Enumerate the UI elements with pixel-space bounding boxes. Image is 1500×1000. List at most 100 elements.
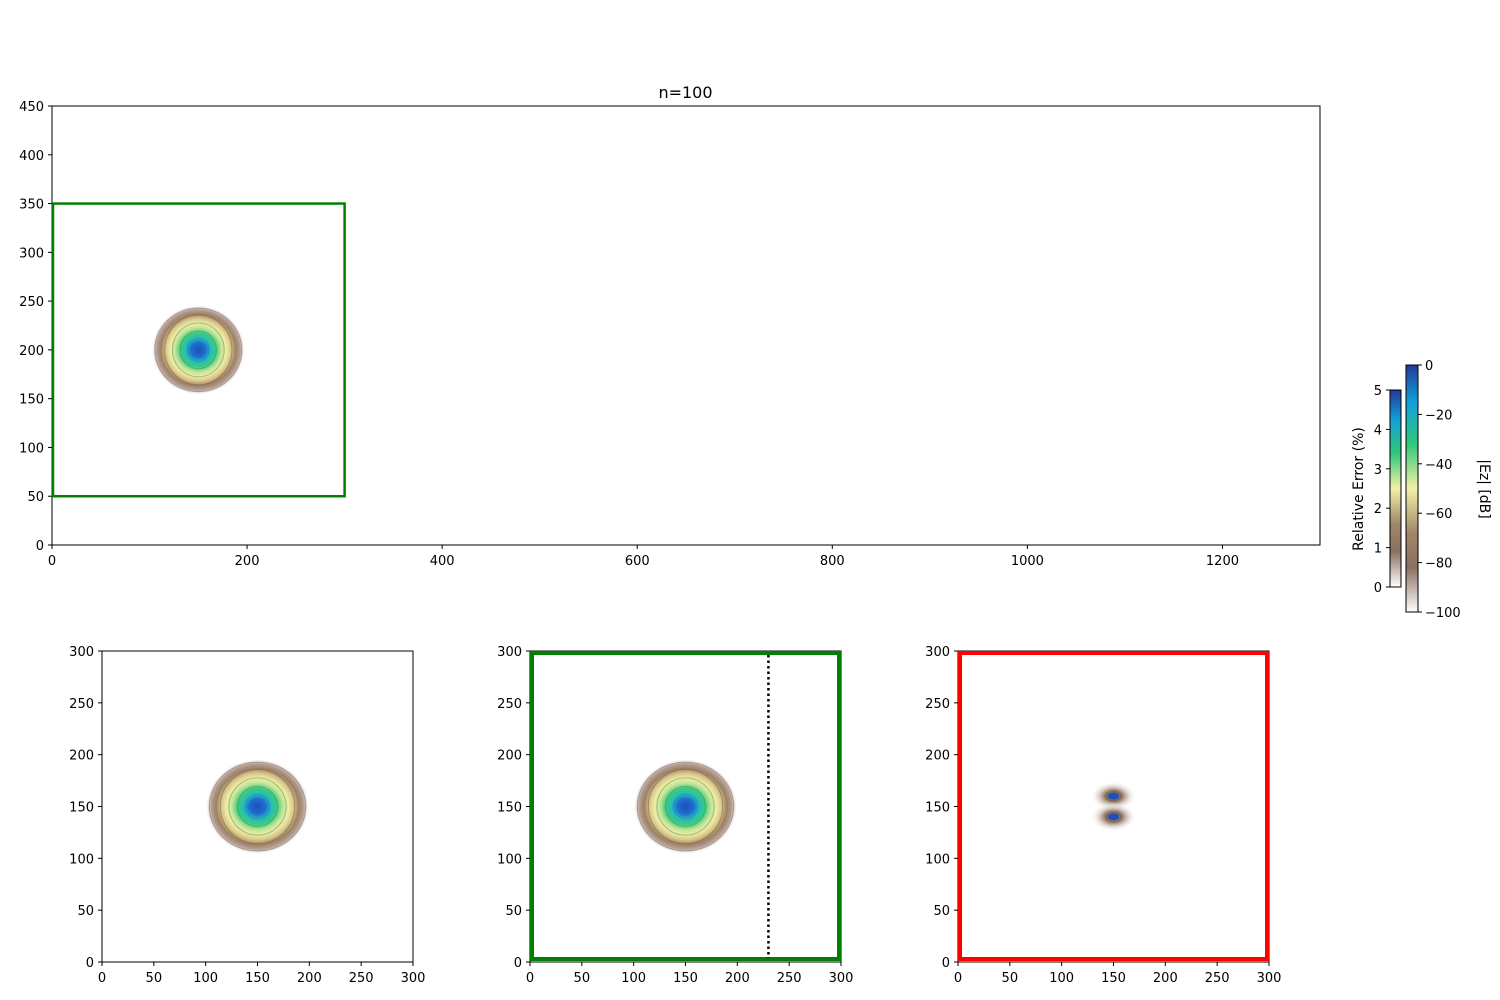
x-tick-label: 0: [526, 971, 534, 986]
bottom-middle-y-ticks: 0 50 100 150 200 250 300: [497, 645, 530, 971]
colorbar-tick-label: 1: [1374, 542, 1382, 557]
field-contour: [186, 337, 211, 363]
y-tick-label: 300: [925, 645, 950, 660]
y-tick-label: 200: [19, 344, 44, 359]
x-tick-label: 0: [954, 971, 962, 986]
field-contour: [154, 307, 243, 393]
field-contour: [236, 785, 279, 828]
y-tick-label: 0: [86, 956, 94, 971]
ez-db-colorbar-fill: [1405, 364, 1419, 613]
bottom-right-red-border: [958, 651, 1269, 961]
x-tick-label: 1200: [1206, 554, 1239, 569]
field-contour: [208, 761, 307, 852]
x-tick-label: 150: [1101, 971, 1126, 986]
y-tick-label: 300: [69, 645, 94, 660]
field-contour: [171, 322, 225, 378]
y-tick-label: 350: [19, 198, 44, 213]
x-tick-label: 100: [1049, 971, 1074, 986]
x-tick-label: 50: [146, 971, 163, 986]
main-y-ticks: 0 50 100 150 200 250 300 350 400 450: [19, 100, 52, 554]
main-title: n=100: [658, 83, 712, 102]
y-tick-label: 0: [514, 956, 522, 971]
y-tick-label: 100: [19, 441, 44, 456]
x-tick-label: 200: [1153, 971, 1178, 986]
y-tick-label: 50: [77, 904, 94, 919]
field-contour: [244, 793, 271, 820]
x-tick-label: 250: [777, 971, 802, 986]
bottom-middle-green-border: [530, 651, 841, 961]
y-tick-label: 400: [19, 149, 44, 164]
colorbar-tick-label: 0: [1425, 359, 1433, 374]
y-tick-label: 150: [69, 801, 94, 816]
colorbar-tick-label: −60: [1425, 507, 1452, 522]
y-tick-label: 100: [69, 852, 94, 867]
y-tick-label: 150: [925, 801, 950, 816]
main-panel: n=100 0 200 400 600 800 1000 1200 0 50 100 150 200…: [19, 83, 1321, 569]
ez-db-colorbar: 0 −20 −40 −60 −80 −100 |Ez| [dB]: [1405, 359, 1492, 621]
ez-db-colorbar-label: |Ez| [dB]: [1476, 459, 1492, 519]
y-tick-label: 100: [925, 852, 950, 867]
x-tick-label: 1000: [1011, 554, 1044, 569]
x-tick-label: 50: [574, 971, 591, 986]
bottom-right-panel: 0 50 100 150 200 250 300 0 50 100 150 200 250 300: [925, 645, 1281, 986]
colorbar-tick-label: −80: [1425, 557, 1452, 572]
main-x-ticks: 0 200 400 600 800 1000 1200: [48, 545, 1239, 569]
green-domain-box: [51, 202, 346, 498]
bottom-right-y-ticks: 0 50 100 150 200 250 300: [925, 645, 958, 971]
main-domain-box: [51, 202, 346, 498]
y-tick-label: 50: [27, 490, 44, 505]
x-tick-label: 250: [1205, 971, 1230, 986]
y-tick-label: 0: [36, 539, 44, 554]
x-tick-label: 100: [621, 971, 646, 986]
error-core: [1107, 792, 1120, 800]
main-axes-frame: [51, 105, 1321, 546]
y-tick-label: 50: [505, 904, 522, 919]
field-contour: [219, 768, 296, 845]
x-tick-label: 300: [829, 971, 854, 986]
colorbar-tick-label: −20: [1425, 408, 1452, 423]
x-tick-label: 200: [235, 554, 260, 569]
y-tick-label: 250: [925, 697, 950, 712]
bottom-left-panel: 0 50 100 150 200 250 300 0 50 100 150 200 250 300: [69, 645, 425, 986]
y-tick-label: 200: [497, 749, 522, 764]
y-tick-label: 450: [19, 100, 44, 115]
x-tick-label: 300: [401, 971, 426, 986]
bottom-left-field-map: [205, 758, 310, 855]
x-tick-label: 150: [673, 971, 698, 986]
field-contour: [179, 330, 217, 370]
y-tick-label: 250: [497, 697, 522, 712]
y-tick-label: 200: [925, 749, 950, 764]
y-tick-label: 250: [19, 295, 44, 310]
bottom-right-error-map: [1090, 781, 1137, 832]
colorbar-tick-label: −40: [1425, 458, 1452, 473]
x-tick-label: 100: [193, 971, 218, 986]
colorbar-tick-label: 4: [1374, 423, 1382, 438]
field-contour: [164, 314, 233, 386]
y-tick-label: 200: [69, 749, 94, 764]
relative-error-colorbar-label: Relative Error (%): [1351, 427, 1367, 551]
y-tick-label: 150: [497, 801, 522, 816]
x-tick-label: 0: [48, 554, 56, 569]
x-tick-label: 300: [1257, 971, 1282, 986]
field-blob: [205, 758, 310, 855]
x-tick-label: 600: [625, 554, 650, 569]
colorbar-tick-label: 5: [1374, 384, 1382, 399]
relative-error-colorbar-fill: [1389, 389, 1402, 588]
field-contour: [647, 768, 724, 845]
x-tick-label: 200: [297, 971, 322, 986]
x-tick-label: 250: [349, 971, 374, 986]
field-contour: [228, 777, 287, 836]
colorbar-tick-label: 3: [1374, 463, 1382, 478]
relative-error-colorbar-ticks: 0 1 2 3 4 5: [1374, 384, 1390, 596]
y-tick-label: 50: [933, 904, 950, 919]
ez-db-colorbar-ticks: 0 −20 −40 −60 −80 −100: [1418, 359, 1461, 621]
y-tick-label: 150: [19, 393, 44, 408]
y-tick-label: 0: [942, 956, 950, 971]
field-blob: [633, 758, 738, 855]
colorbar-tick-label: −100: [1425, 606, 1461, 621]
x-tick-label: 400: [430, 554, 455, 569]
bottom-middle-x-ticks: 0 50 100 150 200 250 300: [526, 962, 854, 986]
bottom-right-x-ticks: 0 50 100 150 200 250 300: [954, 962, 1282, 986]
y-tick-label: 100: [497, 852, 522, 867]
colorbar-tick-label: 2: [1374, 502, 1382, 517]
